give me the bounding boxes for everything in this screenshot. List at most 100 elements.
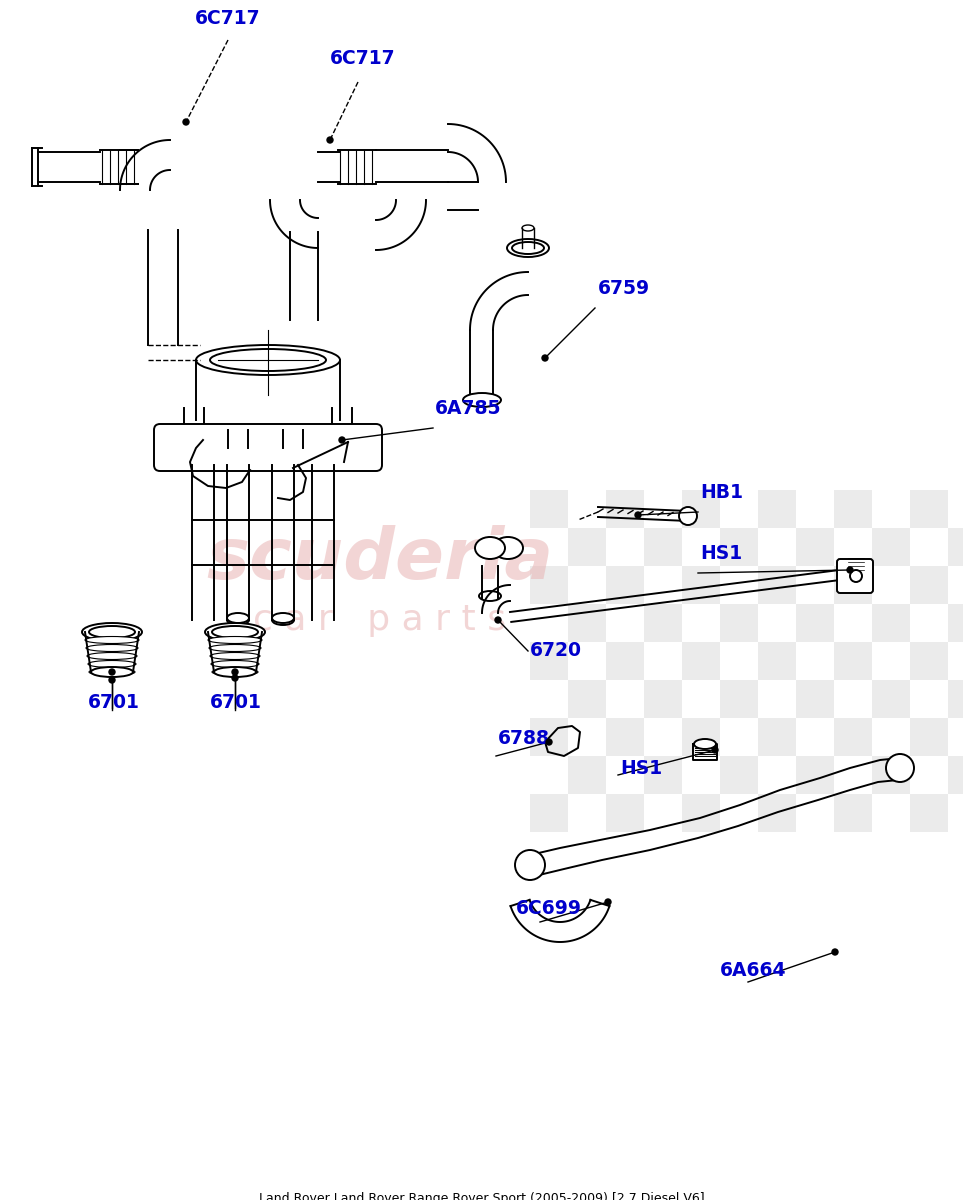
FancyBboxPatch shape [154, 424, 382, 470]
Bar [910, 794, 948, 832]
Text: 6701: 6701 [88, 692, 140, 712]
Bar [720, 604, 758, 642]
Text: scuderia: scuderia [206, 526, 554, 594]
Text: 6788: 6788 [498, 728, 550, 748]
Ellipse shape [87, 653, 137, 660]
Ellipse shape [82, 623, 142, 641]
Ellipse shape [227, 613, 249, 623]
Bar [644, 604, 682, 642]
Bar [606, 718, 644, 756]
Bar [834, 566, 872, 604]
Bar [872, 756, 910, 794]
Ellipse shape [209, 644, 261, 652]
Text: 6720: 6720 [530, 641, 582, 660]
Bar [834, 642, 872, 680]
Bar [530, 718, 568, 756]
Bar [568, 604, 606, 642]
Bar [910, 566, 948, 604]
Circle shape [635, 512, 641, 518]
Text: HS1: HS1 [700, 544, 742, 563]
Ellipse shape [507, 239, 549, 257]
Text: 6C717: 6C717 [330, 49, 396, 68]
Bar [910, 718, 948, 756]
Ellipse shape [86, 644, 138, 652]
Circle shape [232, 670, 238, 674]
Ellipse shape [214, 667, 256, 677]
Bar [644, 680, 682, 718]
Bar [948, 680, 963, 718]
Bar [796, 680, 834, 718]
Ellipse shape [91, 667, 133, 677]
Ellipse shape [886, 754, 914, 782]
Circle shape [847, 566, 853, 572]
Bar [682, 490, 720, 528]
Text: 6701: 6701 [210, 692, 262, 712]
Ellipse shape [211, 660, 259, 667]
Text: 6759: 6759 [598, 278, 650, 298]
Ellipse shape [694, 739, 716, 749]
Bar [606, 794, 644, 832]
Text: Land Rover Land Rover Range Rover Sport (2005-2009) [2.7 Diesel V6]: Land Rover Land Rover Range Rover Sport … [259, 1192, 704, 1200]
Bar [872, 528, 910, 566]
Bar [568, 680, 606, 718]
Bar [720, 528, 758, 566]
Text: 6A785: 6A785 [435, 398, 502, 418]
Circle shape [339, 437, 345, 443]
Bar [606, 642, 644, 680]
Bar [796, 528, 834, 566]
Bar [720, 680, 758, 718]
FancyBboxPatch shape [837, 559, 873, 593]
Circle shape [832, 949, 838, 955]
Ellipse shape [679, 506, 697, 526]
Bar [758, 566, 796, 604]
Ellipse shape [210, 653, 260, 660]
Bar [720, 756, 758, 794]
Ellipse shape [463, 392, 501, 407]
Text: c a r   p a r t s: c a r p a r t s [253, 602, 507, 637]
Circle shape [109, 670, 115, 674]
Ellipse shape [515, 850, 545, 880]
Bar [606, 566, 644, 604]
Bar [568, 756, 606, 794]
Bar [758, 718, 796, 756]
Bar [758, 490, 796, 528]
Circle shape [327, 137, 333, 143]
Bar [682, 566, 720, 604]
Bar [758, 794, 796, 832]
Circle shape [712, 746, 718, 754]
Circle shape [232, 674, 238, 680]
Ellipse shape [88, 660, 136, 667]
Bar [682, 718, 720, 756]
Bar [834, 718, 872, 756]
Bar [948, 604, 963, 642]
Circle shape [546, 739, 552, 745]
Bar [682, 642, 720, 680]
Ellipse shape [85, 636, 139, 643]
Bar [606, 490, 644, 528]
Bar [644, 756, 682, 794]
Ellipse shape [850, 570, 862, 582]
Bar [530, 490, 568, 528]
Bar [796, 756, 834, 794]
Circle shape [183, 119, 189, 125]
Bar [948, 528, 963, 566]
Text: HB1: HB1 [700, 482, 743, 502]
Text: 6C699: 6C699 [516, 899, 582, 918]
Bar [872, 680, 910, 718]
Bar [530, 642, 568, 680]
Bar [530, 566, 568, 604]
Bar [834, 794, 872, 832]
Text: 6C717: 6C717 [195, 8, 261, 28]
Ellipse shape [208, 636, 262, 643]
Ellipse shape [205, 623, 265, 641]
Bar [910, 642, 948, 680]
Ellipse shape [212, 668, 258, 676]
Ellipse shape [272, 613, 294, 623]
Circle shape [109, 677, 115, 683]
Circle shape [542, 355, 548, 361]
Bar [530, 794, 568, 832]
Text: HS1: HS1 [620, 758, 663, 778]
Bar [796, 604, 834, 642]
Ellipse shape [475, 538, 505, 559]
Ellipse shape [493, 538, 523, 559]
